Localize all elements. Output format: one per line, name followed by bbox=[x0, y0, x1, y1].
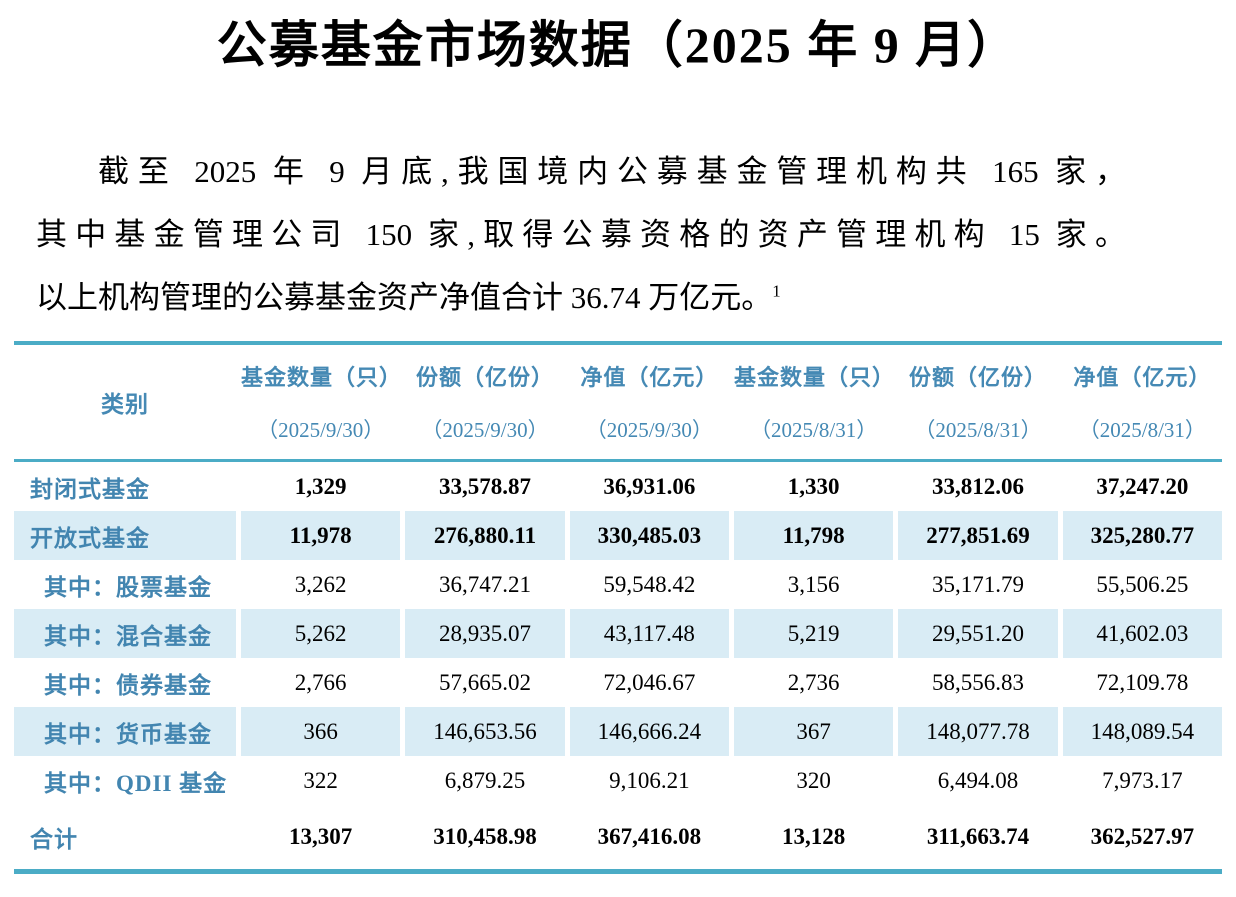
table-cell: 1,330 bbox=[733, 462, 894, 511]
col-header-label: 净值（亿元） bbox=[1073, 365, 1212, 390]
table-cell: 7,973.17 bbox=[1062, 756, 1222, 805]
intro-paragraph: 截至 2025 年 9 月底,我国境内公募基金管理机构共 165 家， 其中基金… bbox=[36, 140, 1126, 329]
table-cell: 5,262 bbox=[241, 609, 401, 658]
table-cell: 36,931.06 bbox=[569, 462, 729, 511]
col-header-label: 份额（亿份） bbox=[415, 365, 554, 390]
table-cell: 3,156 bbox=[733, 560, 894, 609]
table-cell: 13,128 bbox=[733, 805, 894, 869]
col-header-label: 基金数量（只） bbox=[733, 365, 895, 390]
table-cell: 28,935.07 bbox=[405, 609, 565, 658]
table-cell: 3,262 bbox=[241, 560, 401, 609]
table-cell: 311,663.74 bbox=[898, 805, 1058, 869]
table-cell: 2,766 bbox=[241, 658, 401, 707]
table-cell: 367 bbox=[733, 707, 894, 756]
col-header: 净值（亿元） （2025/9/30） bbox=[569, 345, 729, 459]
table-cell: 277,851.69 bbox=[898, 511, 1058, 560]
col-header-date: （2025/9/30） bbox=[421, 418, 549, 442]
table-cell: 276,880.11 bbox=[405, 511, 565, 560]
col-header-date: （2025/8/31） bbox=[1078, 418, 1206, 442]
row-category: 开放式基金 bbox=[14, 511, 236, 560]
footnote-marker: 1 bbox=[772, 281, 781, 301]
table-cell: 2,736 bbox=[733, 658, 894, 707]
document-page: 公募基金市场数据（2025 年 9 月） 截至 2025 年 9 月底,我国境内… bbox=[0, 12, 1236, 874]
table-cell: 58,556.83 bbox=[898, 658, 1058, 707]
table-cell: 320 bbox=[733, 756, 894, 805]
table-cell: 29,551.20 bbox=[898, 609, 1058, 658]
row-category: 其中：货币基金 bbox=[14, 707, 236, 756]
col-header-category: 类别 bbox=[14, 345, 236, 459]
table-cell: 6,879.25 bbox=[405, 756, 565, 805]
table-cell: 148,089.54 bbox=[1062, 707, 1222, 756]
table-cell: 11,978 bbox=[241, 511, 401, 560]
table-cell: 362,527.97 bbox=[1062, 805, 1222, 869]
table-cell: 55,506.25 bbox=[1062, 560, 1222, 609]
row-category: 其中：股票基金 bbox=[14, 560, 236, 609]
table-cell: 72,109.78 bbox=[1062, 658, 1222, 707]
row-category: 其中：QDII 基金 bbox=[14, 756, 236, 805]
paragraph-line: 以上机构管理的公募基金资产净值合计 36.74 万亿元。1 bbox=[36, 266, 1126, 329]
page-title: 公募基金市场数据（2025 年 9 月） bbox=[216, 17, 1020, 73]
paragraph-line: 其中基金管理公司 150 家,取得公募资格的资产管理机构 15 家。 bbox=[36, 217, 1126, 252]
table-cell: 148,077.78 bbox=[898, 707, 1058, 756]
table-cell: 325,280.77 bbox=[1062, 511, 1222, 560]
table-cell: 146,666.24 bbox=[569, 707, 729, 756]
table-cell: 33,812.06 bbox=[898, 462, 1058, 511]
table-cell: 43,117.48 bbox=[569, 609, 729, 658]
row-category: 其中：债券基金 bbox=[14, 658, 236, 707]
table-cell: 72,046.67 bbox=[569, 658, 729, 707]
table-cell: 6,494.08 bbox=[898, 756, 1058, 805]
col-header-label: 净值（亿元） bbox=[580, 365, 719, 390]
paragraph-line-text: 以上机构管理的公募基金资产净值合计 36.74 万亿元。 bbox=[36, 280, 773, 315]
col-header-date: （2025/9/30） bbox=[257, 418, 385, 442]
col-header: 份额（亿份） （2025/9/30） bbox=[405, 345, 565, 459]
table-cell: 367,416.08 bbox=[569, 805, 729, 869]
table-cell: 37,247.20 bbox=[1062, 462, 1222, 511]
table-cell: 1,329 bbox=[241, 462, 401, 511]
row-category: 其中：混合基金 bbox=[14, 609, 236, 658]
header-divider bbox=[14, 459, 1222, 462]
row-category: 封闭式基金 bbox=[14, 462, 236, 511]
table-cell: 330,485.03 bbox=[569, 511, 729, 560]
row-category: 合计 bbox=[14, 805, 236, 869]
table-cell: 310,458.98 bbox=[405, 805, 565, 869]
table-cell: 57,665.02 bbox=[405, 658, 565, 707]
col-header-date: （2025/8/31） bbox=[750, 418, 878, 442]
table-cell: 366 bbox=[241, 707, 401, 756]
table-cell: 35,171.79 bbox=[898, 560, 1058, 609]
table-cell: 322 bbox=[241, 756, 401, 805]
col-header-date: （2025/8/31） bbox=[914, 418, 1042, 442]
table-cell: 5,219 bbox=[733, 609, 894, 658]
fund-table: 类别 基金数量（只） （2025/9/30） 份额（亿份） （2025/9/30… bbox=[14, 341, 1222, 874]
table-cell: 41,602.03 bbox=[1062, 609, 1222, 658]
table-cell: 33,578.87 bbox=[405, 462, 565, 511]
table-cell: 59,548.42 bbox=[569, 560, 729, 609]
table-cell: 146,653.56 bbox=[405, 707, 565, 756]
table-cell: 9,106.21 bbox=[569, 756, 729, 805]
table-cell: 13,307 bbox=[241, 805, 401, 869]
col-header-label: 基金数量（只） bbox=[241, 365, 403, 390]
col-header-date: （2025/9/30） bbox=[585, 418, 713, 442]
table-cell: 36,747.21 bbox=[405, 560, 565, 609]
col-header: 基金数量（只） （2025/9/30） bbox=[241, 345, 403, 459]
col-header: 基金数量（只） （2025/8/31） bbox=[733, 345, 895, 459]
table-cell: 11,798 bbox=[733, 511, 894, 560]
col-header-label: 份额（亿份） bbox=[908, 365, 1047, 390]
paragraph-line: 截至 2025 年 9 月底,我国境内公募基金管理机构共 165 家， bbox=[98, 154, 1126, 189]
col-header: 份额（亿份） （2025/8/31） bbox=[898, 345, 1058, 459]
col-header: 净值（亿元） （2025/8/31） bbox=[1062, 345, 1222, 459]
